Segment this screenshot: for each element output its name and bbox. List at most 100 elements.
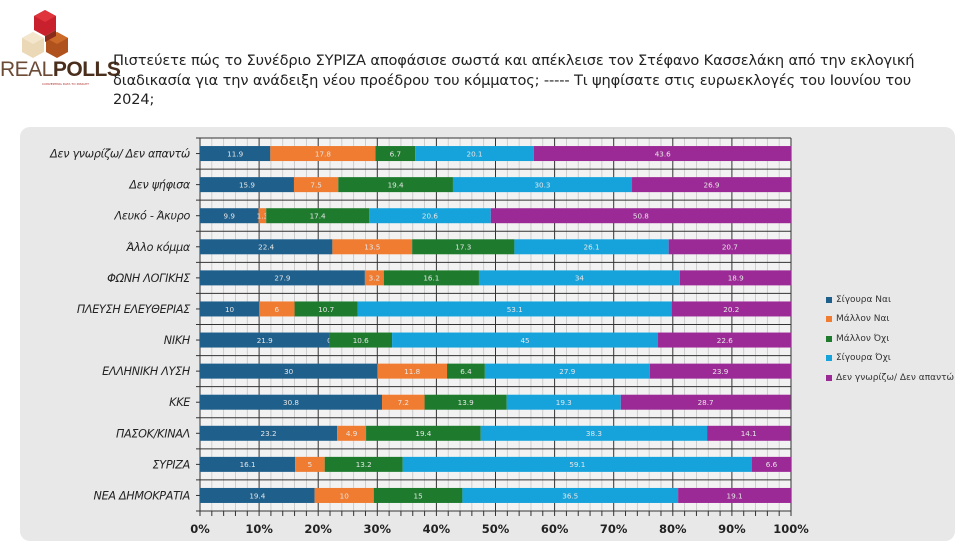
data-label: 19.4: [388, 180, 404, 189]
bar-segment: [200, 208, 259, 224]
category-label: ΠΛΕΥΣΗ ΕΛΕΥΘΕΡΙΑΣ: [77, 303, 191, 316]
logo-tagline: CONVERTING DATA TO INSIGHT: [42, 82, 89, 86]
x-tick-label: 40%: [423, 522, 451, 536]
legend-swatch: [826, 374, 832, 381]
bar-segment: [200, 177, 294, 193]
data-label: 26.9: [704, 180, 720, 189]
legend-label: Σίγουρα Όχι: [836, 353, 891, 364]
bar-segment: [447, 363, 485, 379]
legend-swatch: [826, 355, 832, 362]
data-label: 19.4: [415, 429, 431, 438]
bar-segment: [200, 456, 296, 472]
data-label: 7.2: [398, 398, 409, 407]
data-label: 13.9: [458, 398, 474, 407]
data-label: 27.9: [274, 274, 290, 283]
bar-segment: [200, 270, 365, 286]
bar-segment: [480, 425, 708, 441]
data-label: 15.9: [239, 180, 255, 189]
bar-segment: [295, 456, 325, 472]
data-label: 6.7: [390, 149, 401, 158]
bar-segment: [200, 487, 315, 503]
bar-segment: [200, 394, 383, 410]
logo-text-bold: POLLS: [52, 58, 121, 81]
data-label: 6: [275, 305, 280, 314]
data-label: 4.9: [346, 429, 358, 438]
x-tick-label: 90%: [718, 522, 746, 536]
bar-segment: [270, 146, 376, 162]
data-label: 13.5: [364, 243, 380, 252]
data-label: 14.1: [741, 429, 757, 438]
bar-segment: [484, 363, 650, 379]
bar-segment: [366, 425, 481, 441]
data-label: 59.1: [569, 460, 585, 469]
logo-cubes-icon: [22, 10, 68, 58]
data-label: 13.2: [356, 460, 372, 469]
bar-segment: [751, 456, 791, 472]
data-label: 34: [575, 274, 585, 283]
data-label: 19.1: [727, 491, 743, 500]
data-label: 20.1: [467, 149, 483, 158]
bar-segment: [200, 363, 378, 379]
data-label: 30.3: [534, 180, 550, 189]
data-label: 10.6: [353, 336, 369, 345]
bar-segment: [382, 394, 425, 410]
data-label: 53.1: [507, 305, 523, 314]
bar-segment: [678, 487, 791, 503]
category-label: Λευκό - Άκυρο: [113, 210, 190, 223]
category-label: Δεν ψήφισα: [128, 179, 191, 192]
data-label: 26.1: [584, 243, 600, 252]
bar-segment: [506, 394, 621, 410]
x-tick-label: 0%: [190, 522, 210, 536]
chart-legend: Σίγουρα Ναι Μάλλον Ναι Μάλλον Όχι Σίγουρα Ό…: [826, 290, 954, 388]
bar-segment: [490, 208, 791, 224]
data-label: 28.7: [698, 398, 714, 407]
data-label: 17.3: [455, 243, 471, 252]
category-label: ΦΩΝΗ ΛΟΓΙΚΗΣ: [107, 272, 191, 285]
legend-label: Σίγουρα Ναι: [836, 294, 891, 305]
data-label: 1.3: [257, 212, 268, 221]
data-label: 11.8: [404, 367, 420, 376]
data-label: 23.9: [712, 367, 728, 376]
bar-segment: [258, 208, 267, 224]
data-label: 9.9: [224, 212, 236, 221]
bar-segment: [424, 394, 507, 410]
legend-item: Μάλλον Όχι: [826, 329, 954, 349]
data-label: 10: [225, 305, 235, 314]
legend-swatch: [826, 316, 832, 323]
data-label: 20.2: [723, 305, 739, 314]
legend-item: Σίγουρα Ναι: [826, 290, 954, 310]
data-label: 16.1: [423, 274, 439, 283]
legend-item: Μάλλον Ναι: [826, 310, 954, 330]
bar-segment: [324, 456, 403, 472]
realpolls-logo: REALPOLLS CONVERTING DATA TO INSIGHT: [0, 6, 121, 86]
data-label: 17.8: [315, 149, 331, 158]
x-tick-label: 10%: [245, 522, 273, 536]
category-label: Άλλο κόμμα: [126, 241, 191, 254]
data-label: 3.2: [369, 274, 380, 283]
x-tick-label: 80%: [659, 522, 687, 536]
bar-segment: [620, 394, 791, 410]
x-tick-label: 100%: [773, 522, 809, 536]
bar-segment: [671, 301, 791, 317]
data-label: 30.8: [283, 398, 299, 407]
x-tick-label: 70%: [600, 522, 628, 536]
bar-segment: [533, 146, 792, 162]
data-label: 20.7: [722, 243, 738, 252]
legend-label: Μάλλον Όχι: [836, 333, 890, 344]
bar-segment: [200, 425, 338, 441]
legend-label: Μάλλον Ναι: [836, 314, 890, 325]
bar-segment: [478, 270, 680, 286]
legend-label: Δεν γνωρίζω/ Δεν απαντώ: [836, 372, 955, 383]
bar-segment: [402, 456, 752, 472]
data-label: 7.5: [310, 180, 321, 189]
data-label: 23.2: [261, 429, 277, 438]
data-label: 16.1: [240, 460, 256, 469]
bar-segment: [707, 425, 791, 441]
bar-segment: [294, 301, 358, 317]
chart-title: Πιστεύετε πώς το Συνέδριο ΣΥΡΙΖΑ αποφάσι…: [113, 52, 915, 108]
category-label: Δεν γνωρίζω/ Δεν απαντώ: [49, 148, 190, 161]
bar-segment: [373, 487, 463, 503]
bar-segment: [658, 332, 792, 348]
bar-segment: [314, 487, 374, 503]
